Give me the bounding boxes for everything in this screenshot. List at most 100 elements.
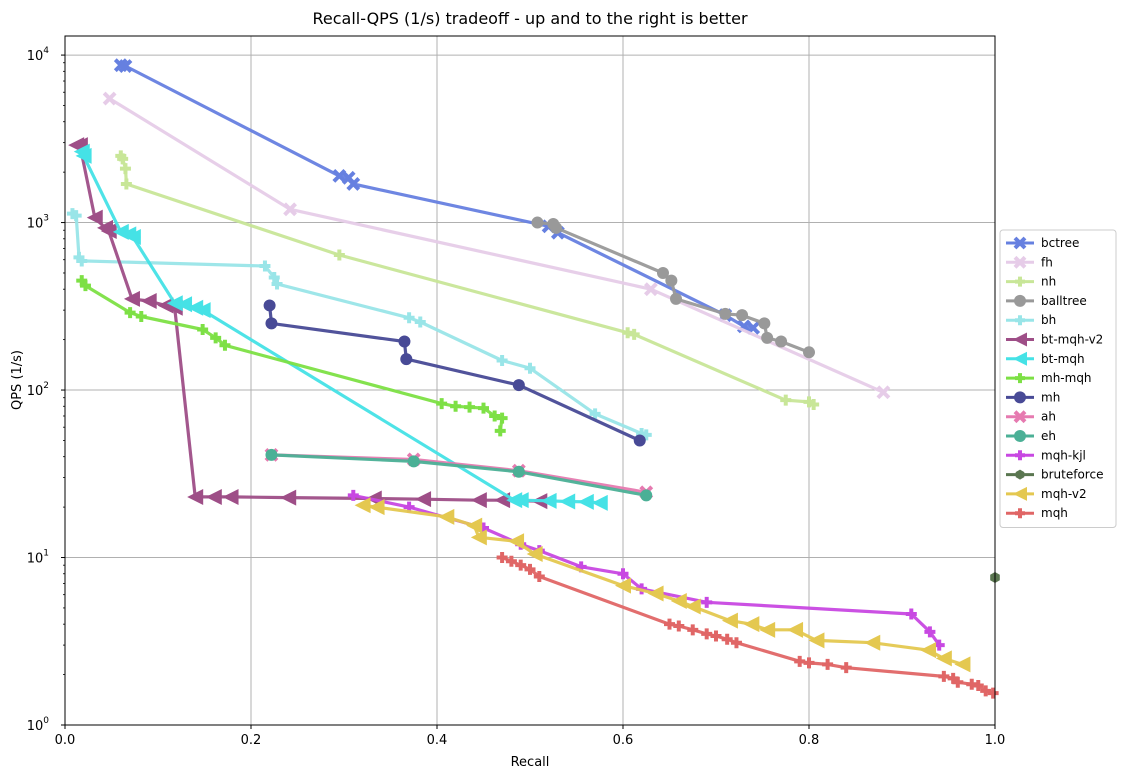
- data-point-bt-mqh-v2: [205, 488, 222, 505]
- data-point-mh-mqh: [496, 412, 508, 424]
- data-point-bt-mqh-v2: [470, 492, 487, 509]
- legend-item-bt-mqh-v2: bt-mqh-v2: [1006, 332, 1103, 347]
- data-point-bt-mqh: [194, 302, 211, 319]
- legend-item-mqh-v2: mqh-v2: [1006, 486, 1087, 501]
- data-point-mqh: [533, 571, 545, 583]
- legend-swatch-marker: [1015, 315, 1025, 326]
- data-point-bt-mqh-v2: [222, 488, 239, 505]
- data-point-bt-mqh-v2: [187, 488, 204, 505]
- legend-item-balltree: balltree: [1006, 294, 1087, 308]
- data-point-mqh-v2: [935, 650, 952, 667]
- data-point-balltree: [550, 221, 563, 234]
- legend-item-nh: nh: [1006, 275, 1056, 289]
- series-eh: [265, 448, 653, 502]
- x-tick-label: 0.4: [427, 733, 448, 748]
- legend-label: eh: [1041, 429, 1056, 443]
- data-point-mqh-v2: [808, 632, 825, 649]
- data-point-mqh: [840, 662, 852, 674]
- data-point-balltree: [656, 266, 669, 279]
- legend-label: mqh-v2: [1041, 487, 1087, 501]
- data-point-bctree: [332, 168, 347, 183]
- data-point-fh: [876, 385, 891, 400]
- data-point-balltree: [670, 292, 683, 305]
- legend-item-mqh-kjl: mqh-kjl: [1006, 448, 1086, 462]
- legend-swatch-marker: [1015, 373, 1025, 384]
- legend-swatch-marker: [1015, 508, 1025, 519]
- data-point-mqh: [664, 618, 675, 630]
- data-point-bt-mqh-v2: [123, 290, 140, 307]
- data-point-bt-mqh: [577, 493, 594, 510]
- data-point-mh-mqh: [464, 401, 476, 413]
- data-point-bctree: [118, 59, 133, 73]
- series-line-eh: [271, 453, 647, 497]
- legend: bctree fh nh balltree bh bt-mqh-v2 bt-mqh mh-mq…: [999, 229, 1117, 528]
- y-tick-exponent: 2: [43, 381, 49, 391]
- data-point-bh: [414, 316, 426, 328]
- data-point-mqh-v2: [864, 634, 881, 651]
- data-point-mqh: [496, 552, 508, 564]
- data-point-mqh: [952, 676, 964, 688]
- data-series: [66, 58, 1000, 699]
- legend-swatch-marker: [1015, 469, 1025, 480]
- data-point-bt-mqh: [591, 494, 608, 511]
- data-point-mqh: [803, 657, 815, 669]
- chart-title: Recall-QPS (1/s) tradeoff - up and to th…: [312, 9, 747, 28]
- data-point-bt-mqh-v2: [157, 297, 174, 314]
- legend-item-fh: fh: [1006, 255, 1053, 269]
- legend-item-bruteforce: bruteforce: [1006, 468, 1103, 482]
- legend-label: fh: [1041, 255, 1053, 269]
- data-point-bt-mqh: [559, 493, 576, 510]
- legend-swatch-marker: [1014, 391, 1026, 404]
- y-tick-base: 10: [27, 552, 44, 567]
- data-point-nh: [780, 394, 792, 406]
- data-point-bh: [640, 429, 652, 441]
- data-point-mh-mqh: [489, 410, 501, 422]
- x-tick-label: 0.2: [241, 733, 262, 748]
- data-point-bh: [589, 408, 601, 420]
- data-point-mh: [400, 353, 413, 366]
- data-point-mh: [633, 434, 646, 447]
- legend-item-bctree: bctree: [1006, 236, 1079, 250]
- data-point-mqh-kjl: [701, 596, 713, 608]
- data-point-mqh-v2: [368, 499, 385, 516]
- data-point-mqh-v2: [466, 517, 483, 534]
- data-point-mqh-v2: [787, 621, 804, 638]
- data-point-mh-mqh: [197, 323, 209, 335]
- y-axis-label: QPS (1/s): [10, 350, 25, 410]
- data-point-bh: [524, 362, 536, 374]
- data-point-bt-mqh-v2: [415, 491, 432, 508]
- legend-swatch-marker: [1015, 450, 1025, 461]
- data-point-nh: [333, 249, 345, 261]
- data-point-bt-mqh-v2: [280, 489, 297, 506]
- data-point-fh: [102, 91, 117, 106]
- legend-label: bruteforce: [1041, 468, 1103, 482]
- legend-label: bh: [1041, 313, 1056, 327]
- data-point-mqh: [515, 559, 527, 571]
- legend-swatch-marker: [1013, 236, 1027, 250]
- y-tick-exponent: 0: [43, 716, 49, 726]
- y-tick-label: 100: [27, 716, 50, 734]
- data-point-nh: [119, 163, 131, 175]
- data-point-bh: [496, 355, 508, 367]
- legend-label: nh: [1041, 275, 1056, 289]
- data-point-mqh-kjl: [347, 489, 359, 501]
- x-tick-label: 0.8: [799, 733, 820, 748]
- series-bh: [66, 208, 652, 441]
- data-point-mqh-kjl: [924, 626, 936, 638]
- legend-swatch-marker: [1013, 351, 1027, 366]
- data-point-mh-mqh: [436, 398, 448, 410]
- legend-swatch-marker: [1013, 486, 1027, 501]
- data-point-mh: [398, 335, 411, 348]
- data-point-bctree: [346, 177, 361, 191]
- data-point-balltree: [803, 346, 815, 359]
- data-point-balltree: [719, 307, 732, 320]
- y-tick-base: 10: [27, 49, 44, 64]
- x-tick-label: 1.0: [985, 733, 1006, 748]
- data-point-eh: [512, 465, 525, 478]
- y-tick-label: 101: [27, 549, 49, 567]
- data-point-mh: [265, 317, 278, 330]
- data-point-mqh-v2: [920, 642, 937, 659]
- data-point-balltree: [665, 274, 678, 287]
- legend-swatch-marker: [1015, 276, 1025, 287]
